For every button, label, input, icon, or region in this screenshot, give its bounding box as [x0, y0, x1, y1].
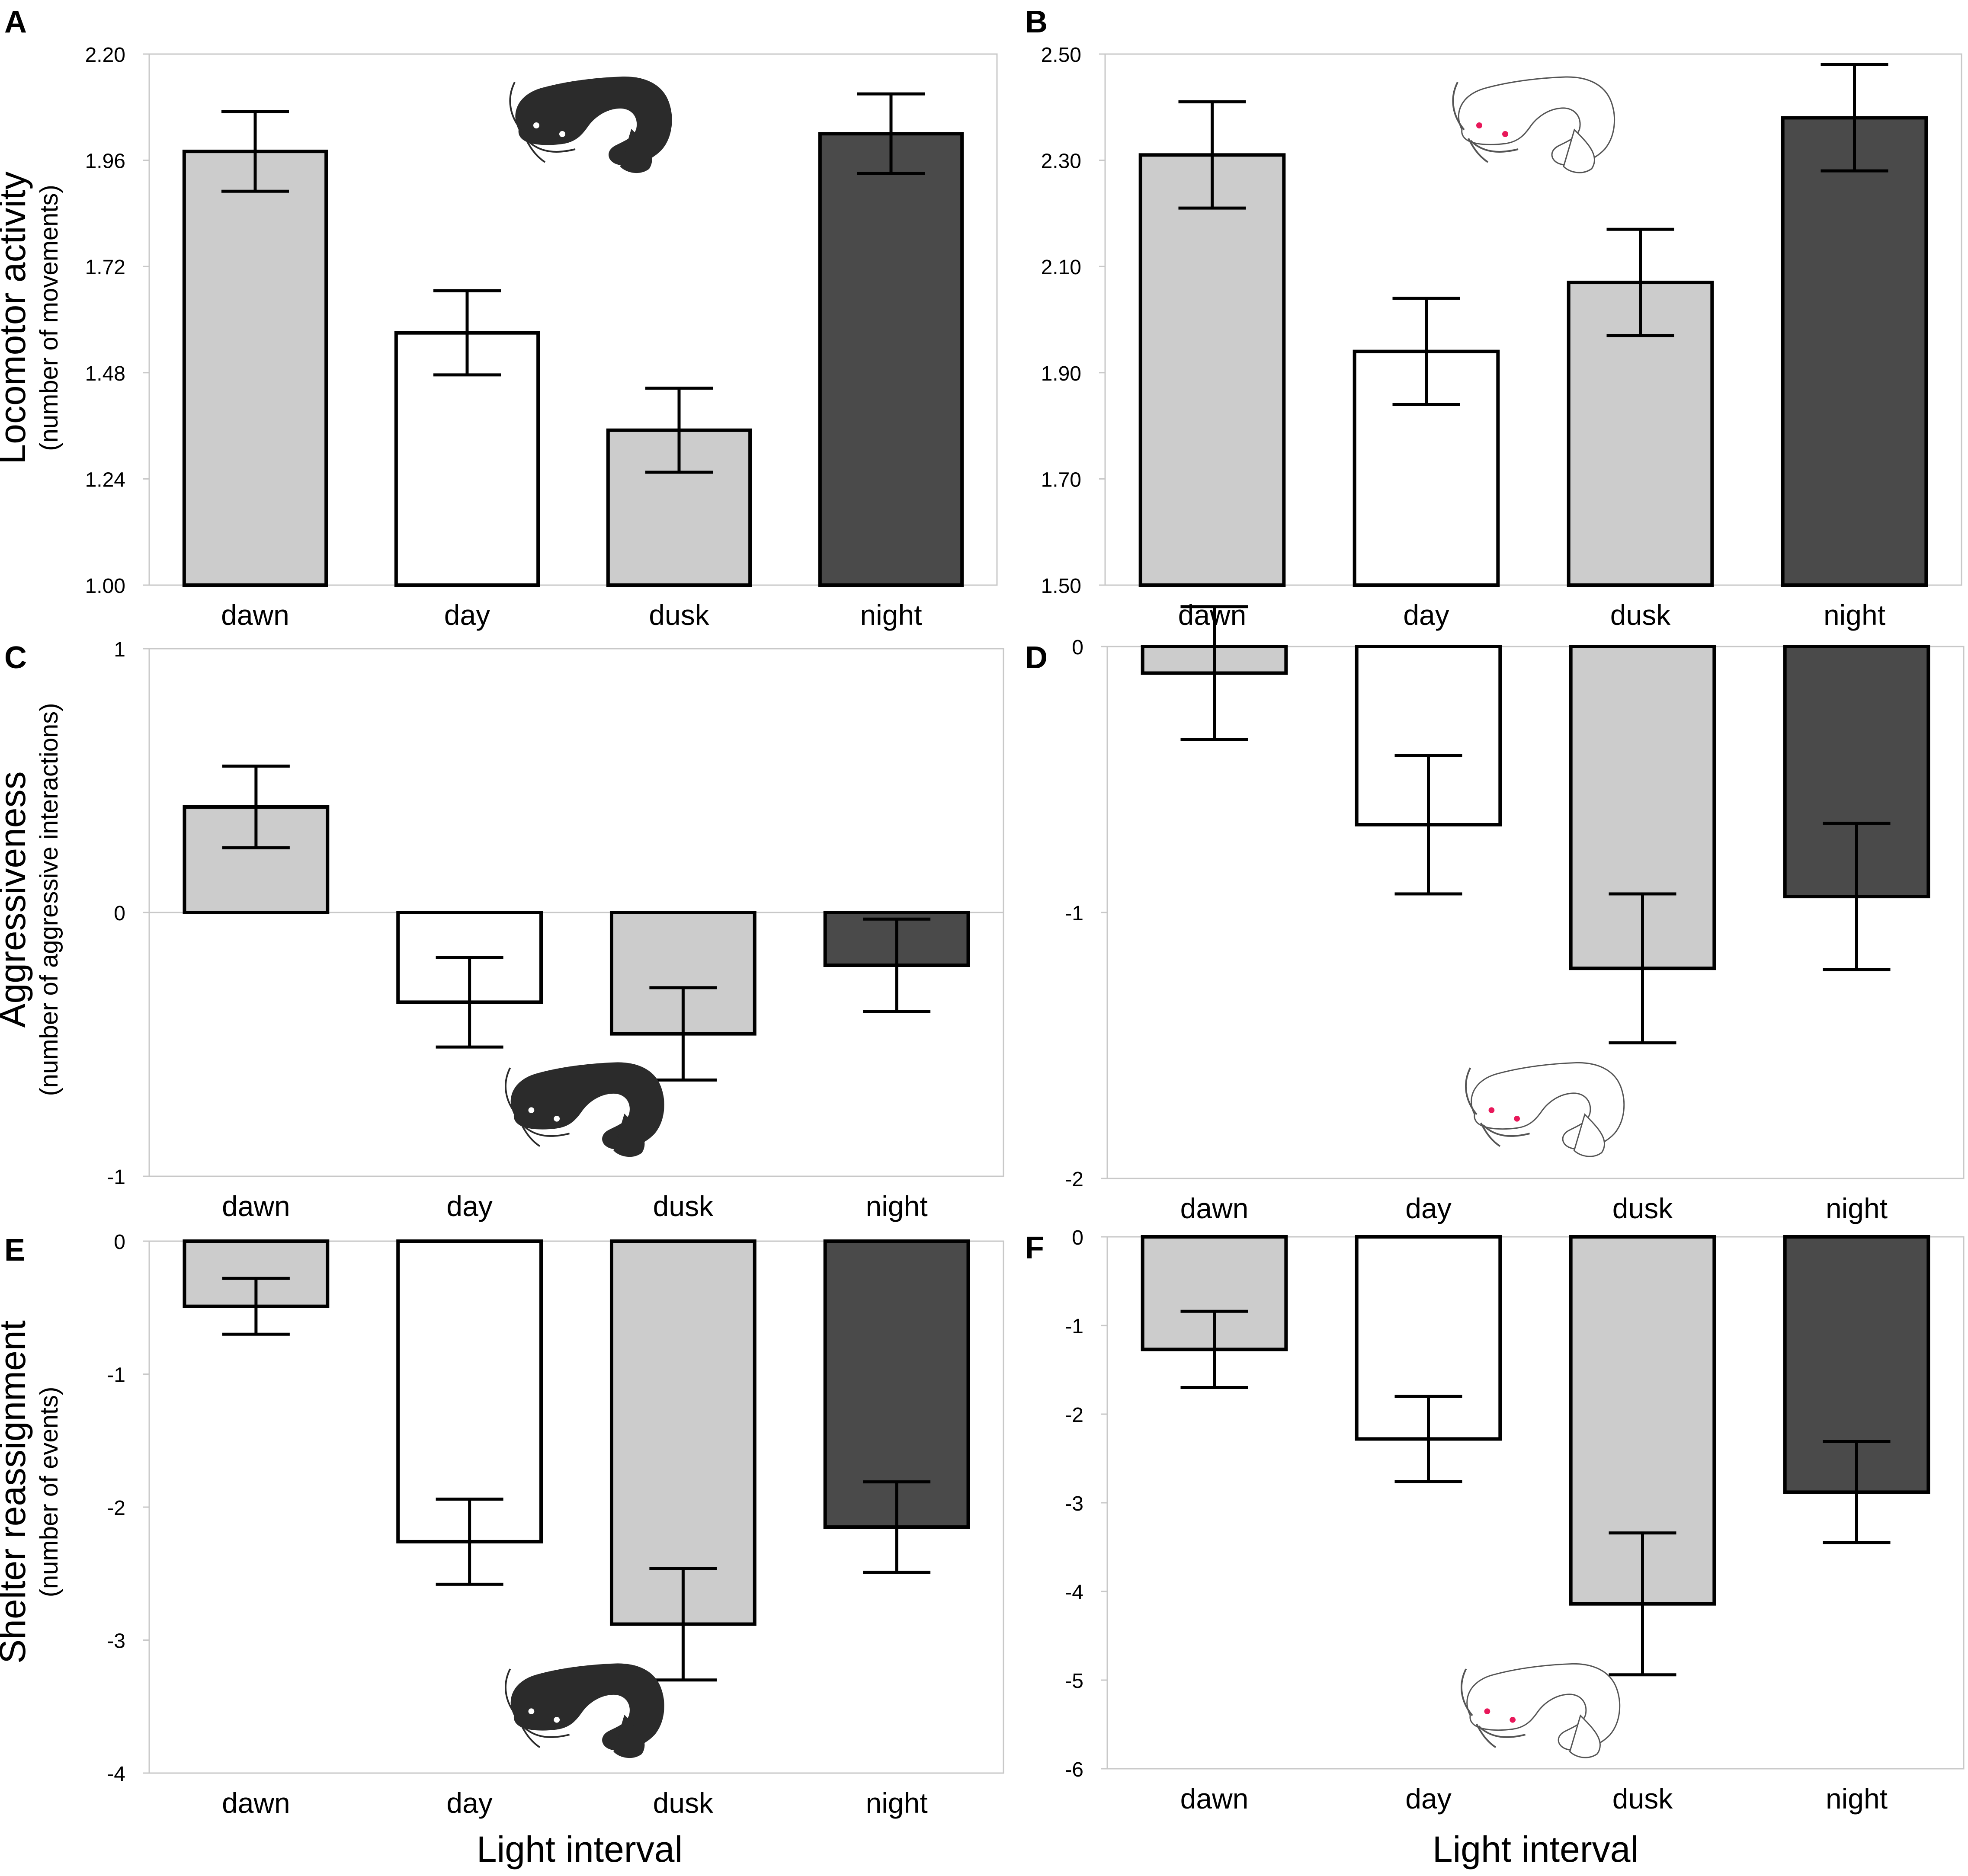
x-tick-label-dawn: dawn: [221, 599, 289, 631]
xlabel-left: Light interval: [477, 1829, 683, 1870]
ylabel-main: Locomotor activity: [0, 172, 33, 464]
panel-E: E -4 -3 -2 -1 0 dawn day dusk night: [4, 1231, 1004, 1819]
y-tick-label: 1.72: [85, 256, 125, 279]
y-tick-label: -5: [1065, 1670, 1083, 1693]
x-tick-label-dawn: dawn: [222, 1190, 290, 1222]
x-tick-label-dusk: dusk: [1610, 599, 1671, 631]
dark-catfish-icon: [505, 1062, 664, 1157]
x-tick-label-night: night: [860, 599, 922, 631]
y-tick-label: 0: [1072, 1226, 1083, 1249]
panel-letter: A: [4, 5, 27, 39]
ylabel-sub: (number of movements): [35, 185, 63, 451]
panel-D: D -2 -1 0 dawn day dusk night: [1025, 605, 1965, 1224]
y-tick-label: 1.24: [85, 468, 125, 491]
y-tick-label: 0: [114, 1231, 125, 1254]
x-tick-label-dusk: dusk: [653, 1190, 714, 1222]
panel-letter: B: [1025, 5, 1048, 39]
x-tick-label-night: night: [1824, 599, 1885, 631]
y-tick-label: 0: [1072, 636, 1083, 659]
x-tick-label-dawn: dawn: [1180, 1192, 1249, 1224]
ylabel-sub: (number of events): [35, 1387, 63, 1597]
panel-letter: D: [1025, 640, 1048, 675]
x-tick-label-dawn: dawn: [1180, 1783, 1249, 1815]
y-tick-label: 2.20: [85, 44, 125, 67]
x-tick-label-dawn: dawn: [222, 1787, 290, 1819]
x-tick-label-night: night: [1826, 1783, 1888, 1815]
y-tick-label: -1: [107, 1364, 125, 1387]
y-tick-label: 1.48: [85, 362, 125, 385]
bar-day: [396, 1239, 543, 1543]
y-tick-label: -2: [107, 1497, 125, 1520]
panel-letter: E: [4, 1233, 25, 1268]
x-tick-label-dusk: dusk: [1612, 1192, 1673, 1224]
x-tick-label-day: day: [446, 1787, 492, 1819]
row-label-aggressiveness: Aggressiveness (number of aggressive int…: [0, 703, 63, 1096]
dark-catfish-icon: [505, 1663, 664, 1758]
panel-F: F -6 -5 -4 -3 -2 -1 0 dawn day dusk night: [1025, 1226, 1965, 1815]
y-tick-label: -2: [1065, 1168, 1083, 1191]
y-tick-label: -1: [1065, 1315, 1083, 1338]
ylabel-main: Shelter reassignment: [0, 1320, 33, 1664]
bar-dusk: [609, 1239, 756, 1626]
ylabel-main: Aggressiveness: [0, 772, 33, 1028]
y-tick-label: 1.70: [1041, 468, 1081, 491]
plot-frame: [148, 53, 998, 586]
y-tick-label: -4: [107, 1763, 125, 1786]
bar-dawn: [1138, 153, 1286, 587]
y-tick-label: 1: [114, 638, 125, 661]
y-tick-label: -3: [107, 1630, 125, 1653]
row-label-shelter: Shelter reassignment (number of events): [0, 1320, 63, 1664]
x-tick-label-dusk: dusk: [649, 599, 709, 631]
row-label-locomotor: Locomotor activity (number of movements): [0, 172, 63, 464]
albino-catfish-icon: [1452, 76, 1615, 173]
albino-catfish-icon: [1465, 1062, 1625, 1157]
panels: A 1.00 1.24 1.48 1.72 1.96 2.20 dawn day dusk nigh…: [4, 5, 1965, 1819]
x-tick-label-night: night: [1826, 1192, 1888, 1224]
y-tick-label: -6: [1065, 1758, 1083, 1781]
panel-A: A 1.00 1.24 1.48 1.72 1.96 2.20 dawn day dusk nigh…: [4, 5, 998, 631]
x-tick-label-day: day: [1403, 599, 1449, 631]
y-tick-label: 2.30: [1041, 150, 1081, 173]
x-tick-label-night: night: [866, 1787, 928, 1819]
ylabel-sub: (number of aggressive interactions): [35, 703, 63, 1096]
y-tick-label: 1.96: [85, 150, 125, 173]
plot-frame: [1104, 53, 1962, 586]
y-tick-label: 1.50: [1041, 575, 1081, 598]
bar-dawn: [182, 150, 328, 587]
x-tick-label-dawn: dawn: [1178, 599, 1247, 631]
y-tick-label: 2.50: [1041, 44, 1081, 67]
x-tick-label-dusk: dusk: [1612, 1783, 1673, 1815]
dark-catfish-icon: [509, 76, 672, 173]
panel-letter: F: [1025, 1231, 1044, 1265]
bar-night: [823, 1239, 970, 1529]
y-tick-label: -1: [107, 1166, 125, 1189]
y-tick-label: 1.00: [85, 575, 125, 598]
x-tick-label-dusk: dusk: [653, 1787, 714, 1819]
panel-B: B 1.50 1.70 1.90 2.10 2.30 2.50 dawn day dusk nigh…: [1025, 5, 1962, 631]
y-tick-label: 1.90: [1041, 362, 1081, 385]
xlabel-right: Light interval: [1433, 1829, 1638, 1870]
y-tick-label: -3: [1065, 1492, 1083, 1515]
y-tick-label: -2: [1065, 1404, 1083, 1427]
x-tick-label-day: day: [1405, 1192, 1451, 1224]
bar-night: [1781, 116, 1928, 587]
y-tick-label: -4: [1065, 1581, 1083, 1604]
x-tick-label-day: day: [1405, 1783, 1451, 1815]
y-tick-label: 0: [114, 902, 125, 925]
x-tick-label-night: night: [866, 1190, 928, 1222]
panel-letter: C: [4, 640, 27, 675]
albino-catfish-icon: [1461, 1663, 1621, 1758]
x-tick-label-day: day: [446, 1190, 492, 1222]
panel-C: C -1 0 1 dawn day dusk night: [4, 638, 1004, 1222]
y-tick-label: -1: [1065, 902, 1083, 925]
x-tick-label-day: day: [444, 599, 490, 631]
y-tick-label: 2.10: [1041, 256, 1081, 279]
bar-night: [818, 132, 964, 587]
